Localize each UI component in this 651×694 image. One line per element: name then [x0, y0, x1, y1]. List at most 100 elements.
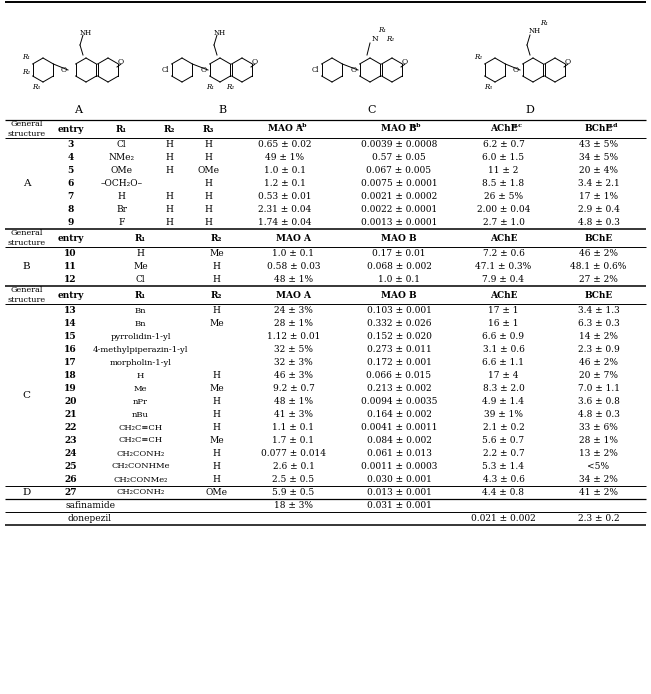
Text: H: H	[118, 192, 126, 201]
Text: H: H	[204, 218, 212, 227]
Text: CH₂C≡CH: CH₂C≡CH	[118, 437, 163, 444]
Text: H: H	[213, 410, 221, 419]
Text: 0.103 ± 0.001: 0.103 ± 0.001	[367, 306, 432, 315]
Text: Me: Me	[209, 319, 224, 328]
Text: 1.0 ± 0.1: 1.0 ± 0.1	[378, 275, 420, 284]
Text: 13 ± 2%: 13 ± 2%	[579, 449, 618, 458]
Text: 16 ± 1: 16 ± 1	[488, 319, 519, 328]
Text: NMe₂: NMe₂	[109, 153, 135, 162]
Text: N: N	[372, 35, 378, 43]
Text: B: B	[23, 262, 31, 271]
Text: 0.077 ± 0.014: 0.077 ± 0.014	[261, 449, 326, 458]
Text: 0.332 ± 0.026: 0.332 ± 0.026	[367, 319, 431, 328]
Text: 2.7 ± 1.0: 2.7 ± 1.0	[482, 218, 525, 227]
Text: H: H	[165, 166, 173, 175]
Text: 20 ± 4%: 20 ± 4%	[579, 166, 618, 175]
Text: Cl: Cl	[135, 275, 145, 284]
Text: 2.6 ± 0.1: 2.6 ± 0.1	[273, 462, 314, 471]
Text: 0.53 ± 0.01: 0.53 ± 0.01	[258, 192, 312, 201]
Text: 4.3 ± 0.6: 4.3 ± 0.6	[482, 475, 525, 484]
Text: 4: 4	[67, 153, 74, 162]
Text: H: H	[165, 205, 173, 214]
Text: 26 ± 5%: 26 ± 5%	[484, 192, 523, 201]
Text: 1.1 ± 0.1: 1.1 ± 0.1	[273, 423, 314, 432]
Text: H: H	[165, 192, 173, 201]
Text: H: H	[213, 462, 221, 471]
Text: 33 ± 6%: 33 ± 6%	[579, 423, 618, 432]
Text: 0.0013 ± 0.0001: 0.0013 ± 0.0001	[361, 218, 437, 227]
Text: O: O	[118, 58, 124, 66]
Text: 7: 7	[67, 192, 74, 201]
Text: safinamide: safinamide	[65, 501, 115, 510]
Text: 4-methylpiperazin-1-yl: 4-methylpiperazin-1-yl	[92, 346, 188, 353]
Text: 2.9 ± 0.4: 2.9 ± 0.4	[577, 205, 620, 214]
Text: CH₂C≡CH: CH₂C≡CH	[118, 423, 163, 432]
Text: 0.0021 ± 0.0002: 0.0021 ± 0.0002	[361, 192, 437, 201]
Text: MAO B: MAO B	[381, 291, 417, 300]
Text: MAO B: MAO B	[381, 124, 417, 133]
Text: 0.0022 ± 0.0001: 0.0022 ± 0.0001	[361, 205, 437, 214]
Text: a,b: a,b	[411, 123, 421, 128]
Text: R₁: R₁	[135, 291, 146, 300]
Text: 3.4 ± 1.3: 3.4 ± 1.3	[577, 306, 619, 315]
Text: 3.6 ± 0.8: 3.6 ± 0.8	[577, 397, 620, 406]
Text: 1.0 ± 0.1: 1.0 ± 0.1	[273, 249, 314, 258]
Text: 0.58 ± 0.03: 0.58 ± 0.03	[267, 262, 320, 271]
Text: 5: 5	[67, 166, 74, 175]
Text: 2.00 ± 0.04: 2.00 ± 0.04	[477, 205, 530, 214]
Text: nPr: nPr	[133, 398, 148, 405]
Text: 28 ± 1%: 28 ± 1%	[274, 319, 313, 328]
Text: H: H	[213, 262, 221, 271]
Text: 0.021 ± 0.002: 0.021 ± 0.002	[471, 514, 536, 523]
Text: 8.3 ± 2.0: 8.3 ± 2.0	[482, 384, 524, 393]
Text: 0.030 ± 0.001: 0.030 ± 0.001	[367, 475, 432, 484]
Text: CH₂CONHMe: CH₂CONHMe	[111, 462, 170, 471]
Text: 10: 10	[64, 249, 77, 258]
Text: pyrrolidin-1-yl: pyrrolidin-1-yl	[110, 332, 171, 341]
Text: 28 ± 1%: 28 ± 1%	[579, 436, 618, 445]
Text: O: O	[61, 66, 67, 74]
Text: 19: 19	[64, 384, 77, 393]
Text: entry: entry	[57, 124, 84, 133]
Text: 22: 22	[64, 423, 77, 432]
Text: 17 ± 1%: 17 ± 1%	[579, 192, 618, 201]
Text: Bn: Bn	[135, 307, 146, 314]
Text: 16: 16	[64, 345, 77, 354]
Text: R₃: R₃	[202, 124, 214, 133]
Text: 48 ± 1%: 48 ± 1%	[274, 397, 313, 406]
Text: 43 ± 5%: 43 ± 5%	[579, 140, 618, 149]
Text: 0.061 ± 0.013: 0.061 ± 0.013	[367, 449, 432, 458]
Text: H: H	[137, 249, 145, 258]
Text: nBu: nBu	[132, 410, 149, 418]
Text: 4.9 ± 1.4: 4.9 ± 1.4	[482, 397, 525, 406]
Text: 6.6 ± 1.1: 6.6 ± 1.1	[482, 358, 525, 367]
Text: 27: 27	[64, 488, 77, 497]
Text: 25: 25	[64, 462, 77, 471]
Text: H: H	[213, 475, 221, 484]
Text: a,b: a,b	[297, 123, 307, 128]
Text: 39 ± 1%: 39 ± 1%	[484, 410, 523, 419]
Text: 9: 9	[67, 218, 74, 227]
Text: NH: NH	[214, 29, 226, 37]
Text: R₂: R₂	[211, 233, 222, 242]
Text: R₂: R₂	[163, 124, 174, 133]
Text: 41 ± 3%: 41 ± 3%	[274, 410, 313, 419]
Text: R₂: R₂	[211, 291, 222, 300]
Text: MAO B: MAO B	[381, 233, 417, 242]
Text: 8: 8	[67, 205, 74, 214]
Text: Me: Me	[209, 249, 224, 258]
Text: C: C	[23, 391, 31, 400]
Text: NH: NH	[529, 27, 541, 35]
Text: Cl: Cl	[161, 66, 169, 74]
Text: R₂: R₂	[386, 35, 394, 43]
Text: MAO A: MAO A	[276, 291, 311, 300]
Text: 0.273 ± 0.011: 0.273 ± 0.011	[367, 345, 432, 354]
Text: General
structure: General structure	[7, 120, 46, 137]
Text: AChE: AChE	[490, 124, 518, 133]
Text: 13: 13	[64, 306, 77, 315]
Text: 26: 26	[64, 475, 77, 484]
Text: 2.3 ± 0.9: 2.3 ± 0.9	[577, 345, 619, 354]
Text: NH: NH	[80, 29, 92, 37]
Text: 5.9 ± 0.5: 5.9 ± 0.5	[272, 488, 314, 497]
Text: O: O	[201, 66, 207, 74]
